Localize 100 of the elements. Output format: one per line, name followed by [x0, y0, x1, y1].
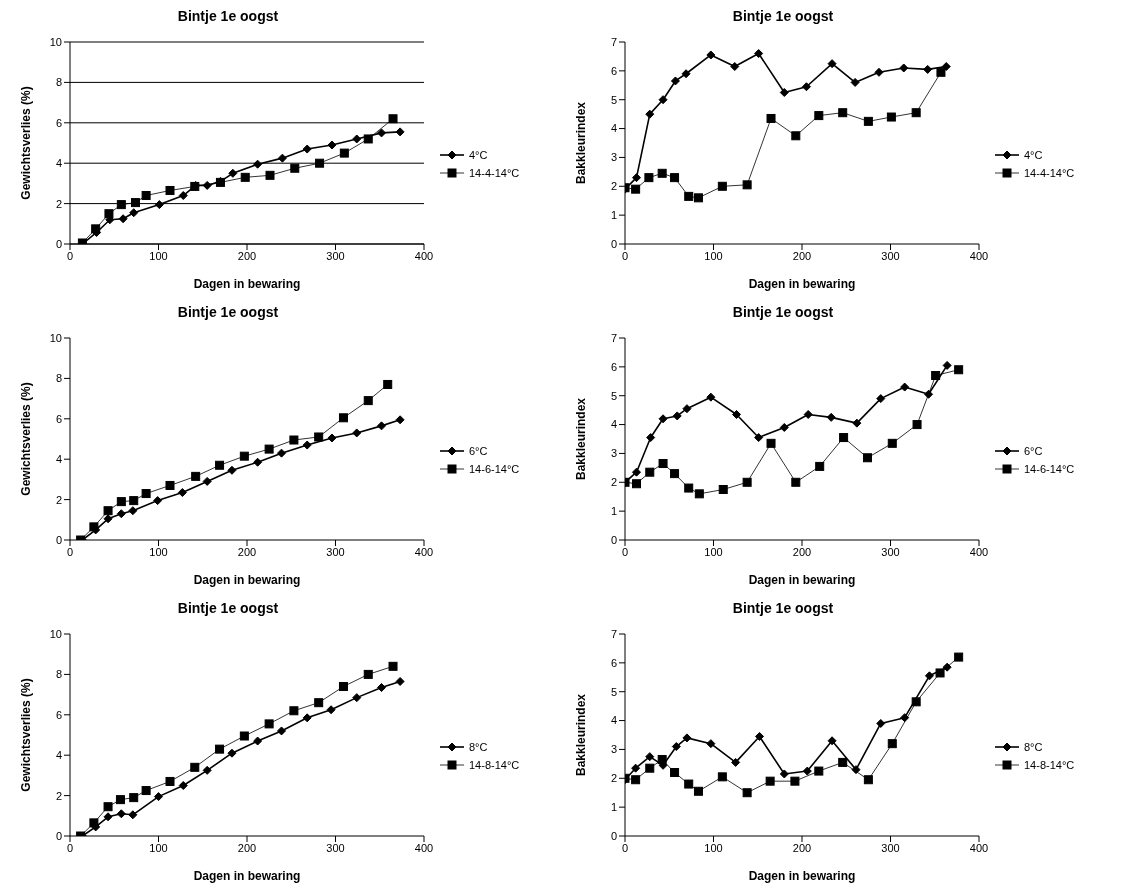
y-tick-label: 0: [610, 533, 617, 546]
legend-label: 8°C: [469, 741, 488, 753]
x-tick-label: 200: [237, 841, 257, 854]
x-tick-label: 0: [621, 841, 629, 854]
y-tick-label: 10: [49, 35, 62, 48]
y-tick-label: 6: [610, 64, 617, 77]
y-tick-label: 3: [610, 743, 617, 756]
y-tick-label: 6: [610, 656, 617, 669]
y-tick-label: 4: [55, 453, 62, 466]
x-tick-label: 400: [414, 545, 434, 558]
legend-label: 14-8-14°C: [1024, 759, 1075, 771]
chart-title: Bintje 1e oogst: [176, 600, 280, 618]
y-tick-label: 10: [49, 627, 62, 640]
x-tick-label: 300: [881, 841, 900, 854]
x-tick-label: 100: [704, 841, 723, 854]
chart-title: Bintje 1e oogst: [731, 600, 835, 618]
y-tick-label: 0: [55, 829, 62, 842]
y-tick-label: 3: [610, 151, 617, 164]
x-tick-label: 200: [237, 545, 257, 558]
y-tick-label: 7: [610, 331, 617, 344]
y-tick-label: 1: [610, 209, 617, 222]
x-tick-label: 200: [237, 249, 257, 262]
x-tick-label: 200: [792, 249, 812, 262]
legend-label: 14-6-14°C: [1024, 463, 1075, 475]
legend-label: 8°C: [1024, 741, 1043, 753]
x-axis-title: Dagen in bewaring: [193, 573, 301, 587]
chart-title: Bintje 1e oogst: [176, 8, 280, 26]
chart-title: Bintje 1e oogst: [176, 304, 280, 322]
y-tick-label: 4: [610, 122, 617, 135]
y-axis-title: Bakkleurindex: [574, 397, 589, 481]
x-tick-label: 100: [704, 545, 723, 558]
y-tick-label: 4: [55, 749, 62, 762]
legend-label: 4°C: [1024, 149, 1043, 161]
x-tick-label: 300: [326, 545, 345, 558]
legend-label: 14-8-14°C: [469, 759, 520, 771]
y-tick-label: 1: [610, 505, 617, 518]
x-tick-label: 400: [414, 841, 434, 854]
y-tick-label: 7: [610, 627, 617, 640]
y-tick-label: 7: [610, 35, 617, 48]
y-tick-label: 8: [55, 668, 62, 681]
x-tick-label: 100: [149, 249, 168, 262]
x-tick-label: 0: [66, 841, 74, 854]
y-tick-label: 8: [55, 372, 62, 385]
y-tick-label: 2: [55, 789, 62, 802]
y-axis-title: Bakkleurindex: [574, 101, 589, 185]
y-tick-label: 2: [55, 493, 62, 506]
x-tick-label: 300: [326, 249, 345, 262]
y-tick-label: 4: [610, 418, 617, 431]
x-tick-label: 0: [66, 249, 74, 262]
x-axis-title: Dagen in bewaring: [748, 869, 856, 883]
y-tick-label: 2: [55, 197, 62, 210]
x-tick-label: 300: [881, 545, 900, 558]
y-tick-label: 10: [49, 331, 62, 344]
y-tick-label: 2: [610, 772, 617, 785]
x-tick-label: 0: [621, 249, 629, 262]
y-tick-label: 2: [610, 476, 617, 489]
x-tick-label: 100: [149, 841, 168, 854]
x-tick-label: 300: [881, 249, 900, 262]
y-tick-label: 8: [55, 76, 62, 89]
x-tick-label: 400: [969, 249, 989, 262]
y-axis-title: Gewichtsverlies (%): [19, 382, 34, 496]
y-tick-label: 5: [610, 685, 617, 698]
y-tick-label: 4: [610, 714, 617, 727]
legend-label: 6°C: [1024, 445, 1043, 457]
y-tick-label: 3: [610, 447, 617, 460]
x-tick-label: 100: [704, 249, 723, 262]
x-tick-label: 400: [414, 249, 434, 262]
x-axis-title: Dagen in bewaring: [748, 277, 856, 291]
legend-label: 14-4-14°C: [469, 167, 520, 179]
x-axis-title: Dagen in bewaring: [193, 277, 301, 291]
legend-label: 14-4-14°C: [1024, 167, 1075, 179]
chart-title: Bintje 1e oogst: [731, 8, 835, 26]
y-axis-title: Bakkleurindex: [574, 693, 589, 777]
y-tick-label: 0: [55, 533, 62, 546]
y-axis-title: Gewichtsverlies (%): [19, 678, 34, 792]
x-tick-label: 300: [326, 841, 345, 854]
x-tick-label: 100: [149, 545, 168, 558]
y-tick-label: 6: [55, 412, 62, 425]
y-tick-label: 5: [610, 389, 617, 402]
y-tick-label: 0: [610, 829, 617, 842]
chart-title: Bintje 1e oogst: [731, 304, 835, 322]
x-axis-title: Dagen in bewaring: [193, 869, 301, 883]
legend-label: 4°C: [469, 149, 488, 161]
x-tick-label: 0: [621, 545, 629, 558]
legend-label: 14-6-14°C: [469, 463, 520, 475]
x-tick-label: 400: [969, 841, 989, 854]
y-tick-label: 1: [610, 801, 617, 814]
x-tick-label: 200: [792, 841, 812, 854]
legend-label: 6°C: [469, 445, 488, 457]
y-tick-label: 4: [55, 157, 62, 170]
y-tick-label: 5: [610, 93, 617, 106]
x-axis-title: Dagen in bewaring: [748, 573, 856, 587]
y-tick-label: 6: [610, 360, 617, 373]
x-tick-label: 400: [969, 545, 989, 558]
y-tick-label: 0: [610, 237, 617, 250]
y-tick-label: 0: [55, 237, 62, 250]
y-tick-label: 2: [610, 180, 617, 193]
x-tick-label: 0: [66, 545, 74, 558]
y-tick-label: 6: [55, 708, 62, 721]
x-tick-label: 200: [792, 545, 812, 558]
